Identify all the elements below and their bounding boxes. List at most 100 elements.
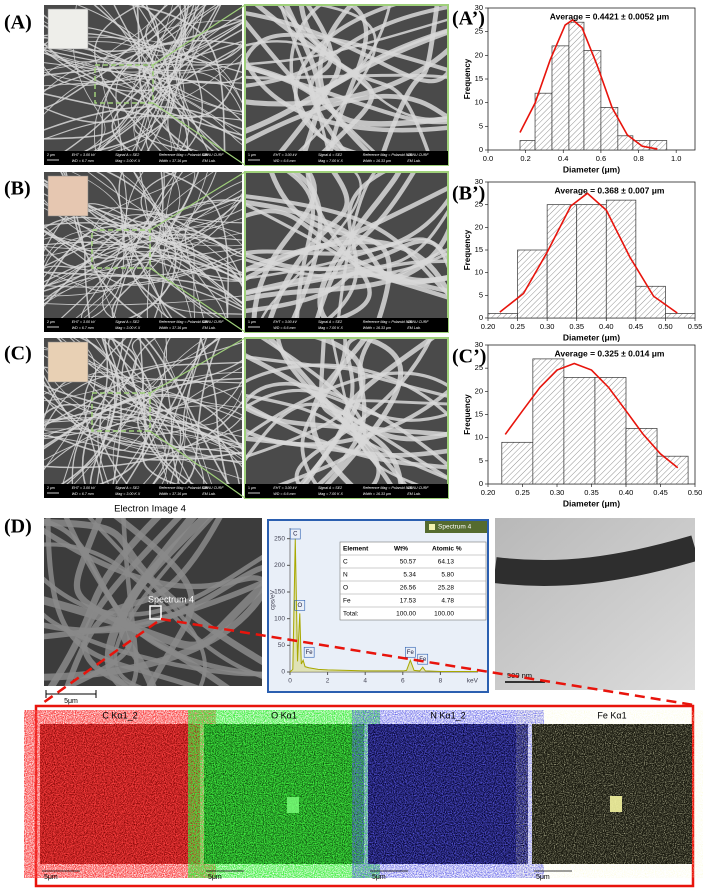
fiber	[44, 22, 242, 65]
fiber	[131, 172, 214, 318]
peak-box	[289, 528, 301, 540]
fiber	[44, 295, 242, 306]
sample-photo	[47, 8, 89, 50]
fiber	[87, 172, 196, 318]
fiber	[97, 5, 193, 151]
x-tick-label: 0.45	[653, 488, 668, 497]
fiber	[44, 379, 242, 436]
info-text: Mag = 3.00 K X	[115, 492, 140, 496]
bar	[501, 441, 534, 485]
y-tick-label: 20	[475, 386, 483, 395]
info-text: EM Lab.	[407, 492, 420, 496]
element-map-noise	[368, 724, 528, 864]
zoom-line	[149, 171, 246, 231]
fiber	[62, 338, 97, 484]
annotation: Average = 0.325 ± 0.014 μm	[555, 348, 665, 358]
x-tick-label: 0.8	[633, 154, 643, 163]
y-axis-label: Frequency	[463, 58, 472, 99]
fiber	[260, 172, 362, 318]
fiber	[84, 5, 200, 151]
info-text: Mag = 3.00 K X	[115, 159, 140, 163]
x-tick-label: 0.20	[481, 322, 496, 331]
table-header: Element	[343, 546, 369, 553]
table-cell: 50.57	[400, 559, 417, 566]
x-tick-label: 0	[288, 678, 292, 685]
fiber	[175, 5, 207, 151]
fiber	[336, 172, 378, 318]
info-text: Reference Mag = Polaroid 545	[363, 320, 412, 324]
fiber	[44, 405, 242, 423]
fiber	[133, 172, 227, 318]
fiber	[125, 338, 221, 484]
x-tick-label: 2	[326, 678, 330, 685]
info-text: Mag = 7.00 K X	[318, 326, 343, 330]
y-tick-label: 0	[479, 145, 483, 154]
peak-box	[294, 600, 306, 611]
panel-label: (C’)	[452, 346, 486, 368]
tem-fiber	[495, 535, 695, 587]
y-tick-label: 200	[274, 562, 285, 569]
fiber	[119, 172, 182, 318]
fiber	[44, 372, 242, 432]
fiber	[44, 233, 242, 256]
y-tick-label: 15	[475, 409, 483, 418]
fiber	[121, 338, 240, 484]
info-text: EHT = 3.00 kV	[273, 486, 297, 490]
y-tick-label: 0	[479, 313, 483, 322]
panel-label: (D)	[4, 516, 32, 538]
x-tick-label: 0.40	[599, 322, 614, 331]
bar	[625, 428, 658, 485]
fiber	[111, 5, 189, 151]
x-tick-label: 0.55	[688, 322, 703, 331]
fiber	[163, 172, 229, 318]
info-text: Reference Mag = Polaroid 545	[363, 486, 412, 490]
info-text: EM Lab.	[202, 326, 215, 330]
fiber	[44, 36, 242, 104]
fiber	[183, 338, 221, 484]
fiber	[167, 5, 207, 151]
info-text: CBNU CURF	[202, 320, 224, 324]
peak-label: C	[293, 532, 298, 538]
y-axis-label: Frequency	[463, 229, 472, 270]
bar	[583, 50, 602, 151]
connector	[39, 620, 158, 707]
info-bar	[245, 151, 448, 165]
y-tick-label: 10	[475, 268, 483, 277]
fiber	[44, 179, 242, 308]
fiber	[104, 518, 198, 686]
spectrum-line	[289, 538, 478, 673]
info-text: Signal A = SE2	[318, 486, 342, 490]
fiber	[159, 172, 208, 318]
electron-image-fibers	[44, 518, 262, 686]
zoom-line	[149, 337, 246, 394]
fiber	[44, 40, 242, 78]
x-tick-label: 0.30	[550, 488, 565, 497]
fiber	[130, 5, 199, 151]
fiber	[94, 5, 162, 151]
fiber	[44, 395, 242, 449]
fiber	[85, 338, 208, 484]
x-tick-label: 1.0	[671, 154, 681, 163]
x-tick-label: 8	[439, 678, 443, 685]
x-tick-label: 0.35	[584, 488, 599, 497]
fiber	[44, 199, 242, 292]
y-tick-label: 20	[475, 50, 483, 59]
peak-box	[405, 646, 416, 658]
fiber	[44, 202, 242, 305]
annotation: Average = 0.4421 ± 0.0052 μm	[550, 11, 670, 21]
x-tick-label: 6	[401, 678, 405, 685]
fiber	[44, 42, 242, 136]
fiber	[199, 338, 229, 484]
bar	[519, 140, 536, 151]
table-header: Wt%	[394, 546, 408, 553]
info-text: Mag = 7.00 K X	[318, 492, 343, 496]
image-title: Electron Image 4	[114, 504, 186, 515]
fiber	[269, 172, 392, 318]
x-tick-label: 0.30	[540, 322, 555, 331]
x-tick-label: 0.25	[510, 322, 525, 331]
info-text: Width = 16.33 μm	[363, 326, 391, 330]
info-text: WD = 6.6 mm	[273, 326, 295, 330]
table-cell: 17.53	[400, 598, 417, 605]
fiber	[245, 371, 448, 439]
